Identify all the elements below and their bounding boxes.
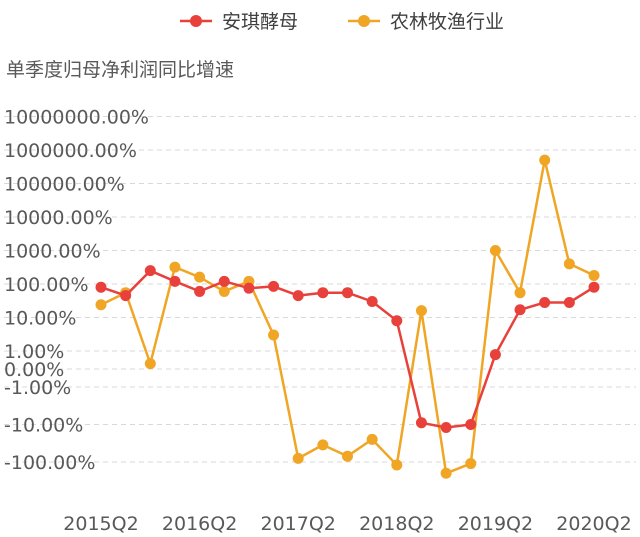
legend-label-anqi: 安琪酵母 — [222, 11, 298, 33]
legend: 安琪酵母 农林牧渔行业 — [180, 11, 504, 33]
data-point-anqi[interactable] — [588, 281, 600, 293]
y-tick-label: 1000.00% — [4, 241, 101, 263]
y-axis-title: 单季度归母净利润同比增速 — [6, 59, 234, 81]
data-point-industry[interactable] — [366, 433, 378, 445]
data-point-industry[interactable] — [563, 258, 575, 270]
y-tick-label: -10.00% — [4, 415, 83, 437]
x-tick-label: 2020Q2 — [556, 513, 631, 535]
data-point-anqi[interactable] — [440, 421, 452, 433]
data-point-industry[interactable] — [194, 271, 206, 283]
data-point-industry[interactable] — [95, 299, 107, 311]
y-tick-label: 1.00% — [4, 341, 64, 363]
data-point-anqi[interactable] — [268, 280, 280, 292]
data-point-industry[interactable] — [292, 452, 304, 464]
data-point-industry[interactable] — [588, 269, 600, 281]
data-point-anqi[interactable] — [415, 417, 427, 429]
data-point-anqi[interactable] — [169, 275, 181, 287]
data-point-industry[interactable] — [342, 450, 353, 462]
y-tick-label: 10000.00% — [4, 207, 113, 229]
legend-marker-anqi — [190, 15, 202, 27]
data-point-anqi[interactable] — [243, 282, 255, 294]
data-point-industry[interactable] — [539, 154, 551, 166]
series-line-industry — [100, 158, 595, 475]
data-point-anqi[interactable] — [342, 287, 353, 299]
data-point-industry[interactable] — [169, 261, 181, 273]
data-point-anqi[interactable] — [489, 349, 501, 361]
data-point-anqi[interactable] — [539, 297, 551, 309]
data-point-industry[interactable] — [317, 439, 329, 451]
legend-label-industry: 农林牧渔行业 — [390, 11, 504, 33]
y-tick-label: -100.00% — [4, 452, 95, 474]
data-point-anqi[interactable] — [563, 297, 575, 309]
y-tick-label: 100.00% — [4, 274, 89, 296]
x-axis-ticks: 2015Q2 2016Q2 2017Q2 2018Q2 2019Q2 2020Q2 — [63, 513, 631, 535]
data-point-anqi[interactable] — [292, 290, 304, 302]
y-tick-label: 0.00% — [4, 359, 64, 381]
y-axis-ticks: 10000000.00% 1000000.00% 100000.00% 10000.0… — [4, 107, 149, 475]
data-point-industry[interactable] — [514, 287, 526, 299]
data-point-anqi[interactable] — [95, 281, 107, 293]
data-point-industry[interactable] — [268, 329, 280, 341]
data-point-industry[interactable] — [465, 458, 477, 470]
y-tick-label: -1.00% — [4, 377, 71, 399]
x-tick-label: 2015Q2 — [63, 513, 138, 535]
data-point-industry[interactable] — [144, 358, 156, 370]
y-tick-label: 10.00% — [4, 308, 76, 330]
data-point-anqi[interactable] — [366, 296, 378, 308]
series-layer — [95, 154, 600, 479]
data-point-industry[interactable] — [391, 459, 403, 471]
legend-item-anqi[interactable]: 安琪酵母 — [180, 11, 298, 33]
data-point-anqi[interactable] — [317, 287, 329, 299]
data-point-anqi[interactable] — [120, 290, 132, 302]
y-tick-label: 1000000.00% — [4, 140, 137, 162]
x-tick-label: 2017Q2 — [260, 513, 335, 535]
data-point-anqi[interactable] — [144, 265, 156, 277]
data-point-industry[interactable] — [440, 467, 452, 479]
data-point-industry[interactable] — [489, 245, 501, 256]
data-point-anqi[interactable] — [218, 275, 230, 287]
data-point-anqi[interactable] — [465, 419, 477, 430]
legend-marker-industry — [358, 15, 370, 27]
data-point-industry[interactable] — [415, 305, 427, 317]
x-tick-label: 2018Q2 — [359, 513, 434, 535]
data-point-anqi[interactable] — [514, 304, 526, 316]
y-tick-label: 10000000.00% — [4, 107, 149, 129]
y-tick-label: 100000.00% — [4, 174, 125, 196]
x-tick-label: 2016Q2 — [162, 513, 237, 535]
legend-item-industry[interactable]: 农林牧渔行业 — [348, 11, 504, 33]
data-point-anqi[interactable] — [391, 315, 403, 327]
x-tick-label: 2019Q2 — [458, 513, 533, 535]
grid-layer — [4, 116, 636, 463]
data-point-anqi[interactable] — [194, 285, 206, 297]
data-point-industry[interactable] — [218, 285, 230, 297]
